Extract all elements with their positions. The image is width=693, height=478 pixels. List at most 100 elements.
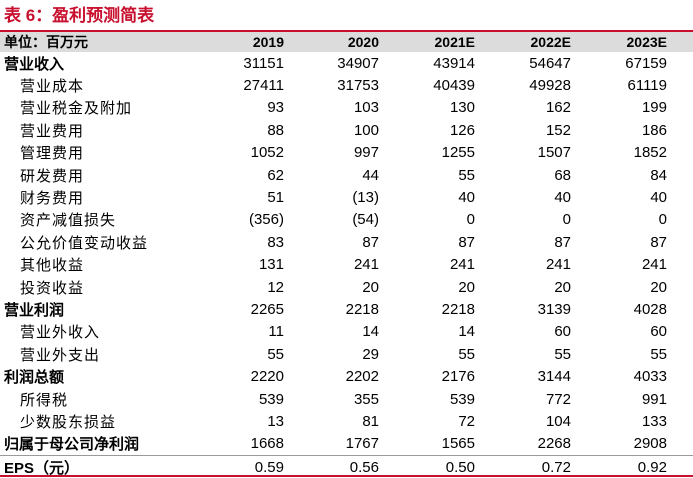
value-cell: 51 xyxy=(267,189,284,207)
row-label: 利润总额 xyxy=(4,369,65,387)
value-cell: 12 xyxy=(267,278,284,296)
value-cell: 68 xyxy=(554,166,571,184)
header-2020: 2020 xyxy=(347,34,379,50)
value-cell: 2218 xyxy=(345,300,379,318)
table-row: 归属于母公司净利润 1668 1767 1565 2268 2908 xyxy=(0,433,693,456)
row-label: 所得税 xyxy=(20,391,69,409)
value-cell: 1668 xyxy=(250,435,284,453)
value-cell: 87 xyxy=(650,233,667,251)
row-label: 营业外支出 xyxy=(20,346,101,364)
value-cell: 20 xyxy=(554,278,571,296)
value-cell: 1255 xyxy=(441,144,475,162)
value-cell: 1852 xyxy=(633,144,667,162)
value-cell: 54647 xyxy=(529,54,571,72)
value-cell: 87 xyxy=(362,233,379,251)
value-cell: 241 xyxy=(353,256,379,274)
row-label: 营业费用 xyxy=(20,122,85,140)
row-label: 公允价值变动收益 xyxy=(20,234,149,252)
value-cell: 0.72 xyxy=(541,458,571,476)
value-cell: 0 xyxy=(466,211,475,229)
value-cell: 0.59 xyxy=(254,458,284,476)
table-row: 营业成本 27411 31753 40439 49928 61119 xyxy=(0,74,693,96)
row-label: 管理费用 xyxy=(20,145,85,163)
value-cell: 55 xyxy=(650,345,667,363)
value-cell: 1767 xyxy=(345,435,379,453)
value-cell: 20 xyxy=(362,278,379,296)
value-cell: 772 xyxy=(545,390,571,408)
value-cell: 100 xyxy=(353,121,379,139)
table-row: 利润总额 2220 2202 2176 3144 4033 xyxy=(0,365,693,387)
value-cell: 31753 xyxy=(337,77,379,95)
value-cell: 14 xyxy=(362,323,379,341)
profit-forecast-table: 单位：百万元 2019 2020 2021E 2022E 2023E 营业收入 3… xyxy=(0,32,693,478)
value-cell: 67159 xyxy=(625,54,667,72)
row-label: 少数股东损益 xyxy=(20,413,117,431)
row-label: 营业税金及附加 xyxy=(20,100,133,118)
table-row: 营业收入 31151 34907 43914 54647 67159 xyxy=(0,52,693,74)
value-cell: 11 xyxy=(268,323,284,341)
value-cell: 84 xyxy=(650,166,667,184)
value-cell: 355 xyxy=(353,390,379,408)
header-2021e: 2021E xyxy=(434,34,475,50)
row-label: 营业收入 xyxy=(4,55,65,73)
value-cell: 55 xyxy=(554,345,571,363)
value-cell: 83 xyxy=(267,233,284,251)
table-row: 管理费用 1052 997 1255 1507 1852 xyxy=(0,142,693,164)
table-row: 少数股东损益 13 81 72 104 133 xyxy=(0,410,693,432)
table-title: 表 6：盈利预测简表 xyxy=(4,6,155,25)
header-unit: 单位：百万元 xyxy=(4,34,88,50)
value-cell: 241 xyxy=(545,256,571,274)
value-cell: 40 xyxy=(650,189,667,207)
value-cell: 2908 xyxy=(633,435,667,453)
table-row: EPS（元） 0.59 0.56 0.50 0.72 0.92 xyxy=(0,455,693,478)
value-cell: 87 xyxy=(554,233,571,251)
value-cell: 130 xyxy=(449,99,475,117)
value-cell: 81 xyxy=(362,412,379,430)
value-cell: 126 xyxy=(449,121,475,139)
value-cell: 1507 xyxy=(537,144,571,162)
value-cell: 3139 xyxy=(537,300,571,318)
value-cell: 0.92 xyxy=(637,458,667,476)
value-cell: 0 xyxy=(562,211,571,229)
value-cell: 103 xyxy=(353,99,379,117)
table-row: 所得税 539 355 539 772 991 xyxy=(0,388,693,410)
row-label: 其他收益 xyxy=(20,257,85,275)
value-cell: 27411 xyxy=(243,77,284,95)
value-cell: 93 xyxy=(267,99,284,117)
value-cell: 60 xyxy=(650,323,667,341)
row-label: 归属于母公司净利润 xyxy=(4,436,140,454)
value-cell: 44 xyxy=(362,166,379,184)
value-cell: 14 xyxy=(458,323,475,341)
table-row: 公允价值变动收益 83 87 87 87 87 xyxy=(0,231,693,253)
value-cell: 55 xyxy=(267,345,284,363)
value-cell: 2202 xyxy=(345,368,379,386)
row-label: EPS（元） xyxy=(4,459,80,477)
value-cell: 199 xyxy=(641,99,667,117)
value-cell: (54) xyxy=(352,211,379,229)
value-cell: 4028 xyxy=(633,300,667,318)
value-cell: 40 xyxy=(458,189,475,207)
value-cell: 997 xyxy=(353,144,379,162)
value-cell: 4033 xyxy=(633,368,667,386)
value-cell: 55 xyxy=(458,166,475,184)
value-cell: 43914 xyxy=(433,54,475,72)
value-cell: 40439 xyxy=(433,77,475,95)
value-cell: 72 xyxy=(458,412,475,430)
table-row: 研发费用 62 44 55 68 84 xyxy=(0,164,693,186)
value-cell: 62 xyxy=(267,166,284,184)
header-row: 单位：百万元 2019 2020 2021E 2022E 2023E xyxy=(0,32,693,52)
value-cell: 0.50 xyxy=(445,458,475,476)
table-row: 营业利润 2265 2218 2218 3139 4028 xyxy=(0,298,693,320)
value-cell: 49928 xyxy=(529,77,571,95)
table-row: 营业外收入 11 14 14 60 60 xyxy=(0,321,693,343)
value-cell: (356) xyxy=(248,211,284,229)
value-cell: 241 xyxy=(449,256,475,274)
row-label: 资产减值损失 xyxy=(20,212,117,230)
value-cell: 2176 xyxy=(441,368,475,386)
table-row: 投资收益 12 20 20 20 20 xyxy=(0,276,693,298)
value-cell: 34907 xyxy=(337,54,379,72)
value-cell: 13 xyxy=(267,412,284,430)
header-2022e: 2022E xyxy=(530,34,571,50)
value-cell: 2218 xyxy=(441,300,475,318)
value-cell: 539 xyxy=(449,390,475,408)
